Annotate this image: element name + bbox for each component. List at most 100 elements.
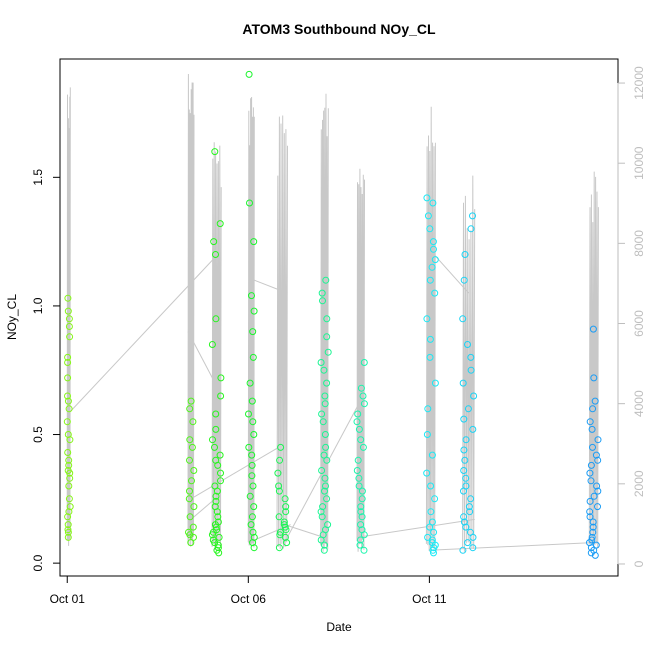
data-point [65, 405, 73, 413]
y-tick-label: 0.0 [31, 554, 45, 571]
data-point [250, 503, 258, 511]
data-point [589, 325, 597, 333]
data-point [65, 315, 73, 323]
data-point [190, 503, 198, 511]
connector-line [67, 259, 214, 415]
data-point [360, 546, 368, 554]
data-point [66, 333, 74, 341]
data-point [586, 469, 594, 477]
data-point [586, 508, 594, 516]
data-point [282, 508, 290, 516]
connector-line [284, 524, 324, 538]
data-point [586, 418, 594, 426]
data-point [589, 405, 597, 413]
data-point [317, 508, 325, 516]
data-point [217, 477, 224, 485]
y-axis: 0.0 0.5 1.0 1.5 [31, 169, 61, 571]
data-point [423, 469, 431, 477]
data-point [186, 513, 194, 521]
data-point [209, 536, 217, 544]
data-point [424, 212, 432, 220]
data-point [592, 451, 600, 459]
data-point [427, 482, 435, 490]
data-point [466, 528, 474, 536]
data-point [185, 528, 192, 536]
connector-line [254, 279, 288, 294]
data-point [323, 379, 331, 387]
data-point [461, 456, 469, 464]
data-point [214, 518, 222, 526]
data-point [465, 503, 473, 511]
data-point [353, 418, 361, 426]
data-point [431, 495, 439, 503]
data-point [64, 392, 71, 400]
data-point [428, 451, 436, 459]
data-point [460, 276, 468, 284]
data-point [467, 353, 475, 361]
data-point [65, 495, 73, 503]
data-point [63, 418, 71, 426]
data-point [66, 503, 74, 511]
data-point [319, 503, 327, 511]
data-point [64, 353, 72, 361]
data-point [248, 397, 256, 405]
data-point [589, 443, 596, 451]
data-point [245, 410, 252, 418]
data-point [186, 405, 194, 413]
data-point [275, 482, 283, 490]
altitude-trace [276, 115, 288, 549]
data-point [212, 425, 220, 433]
data-point [462, 436, 470, 444]
data-point [589, 528, 597, 536]
data-point [355, 474, 363, 482]
data-point [427, 508, 435, 516]
data-point [428, 263, 436, 271]
data-point [467, 495, 475, 503]
data-point [357, 536, 364, 544]
data-point [430, 549, 437, 557]
data-point [459, 546, 467, 554]
data-point [65, 461, 73, 469]
data-point [276, 528, 284, 536]
data-point [247, 521, 255, 529]
data-point [64, 359, 72, 366]
data-point [250, 307, 258, 315]
data-point [275, 487, 283, 495]
data-point [360, 400, 368, 408]
data-point [188, 443, 196, 451]
data-point [460, 446, 468, 454]
data-point [211, 443, 218, 451]
connector-line [429, 542, 593, 551]
data-point [354, 410, 362, 418]
connector-line [190, 446, 279, 500]
data-point [212, 456, 220, 464]
data-point [65, 482, 73, 490]
data-point [65, 323, 73, 330]
x-tick-label: Oct 11 [412, 592, 447, 606]
data-point [357, 521, 365, 529]
data-point [462, 523, 470, 531]
data-point [64, 397, 72, 405]
x-tick-label: Oct 06 [231, 592, 267, 606]
data-point [212, 315, 220, 323]
data-point [188, 477, 195, 485]
data-point [250, 533, 258, 541]
data-point [356, 541, 364, 549]
data-point [64, 533, 72, 541]
data-point [320, 546, 328, 554]
data-point [428, 518, 436, 526]
data-point [217, 469, 224, 477]
y-axis-label: NOy_CL [5, 294, 19, 340]
data-point [424, 405, 432, 413]
data-point [467, 225, 475, 233]
data-point [423, 431, 431, 438]
data-point [320, 366, 328, 374]
data-point [210, 238, 218, 246]
data-point [246, 379, 254, 387]
data-point [319, 297, 326, 305]
data-point [212, 497, 220, 505]
data-point [429, 238, 437, 246]
data-point [324, 521, 332, 529]
connector-line [190, 498, 216, 520]
